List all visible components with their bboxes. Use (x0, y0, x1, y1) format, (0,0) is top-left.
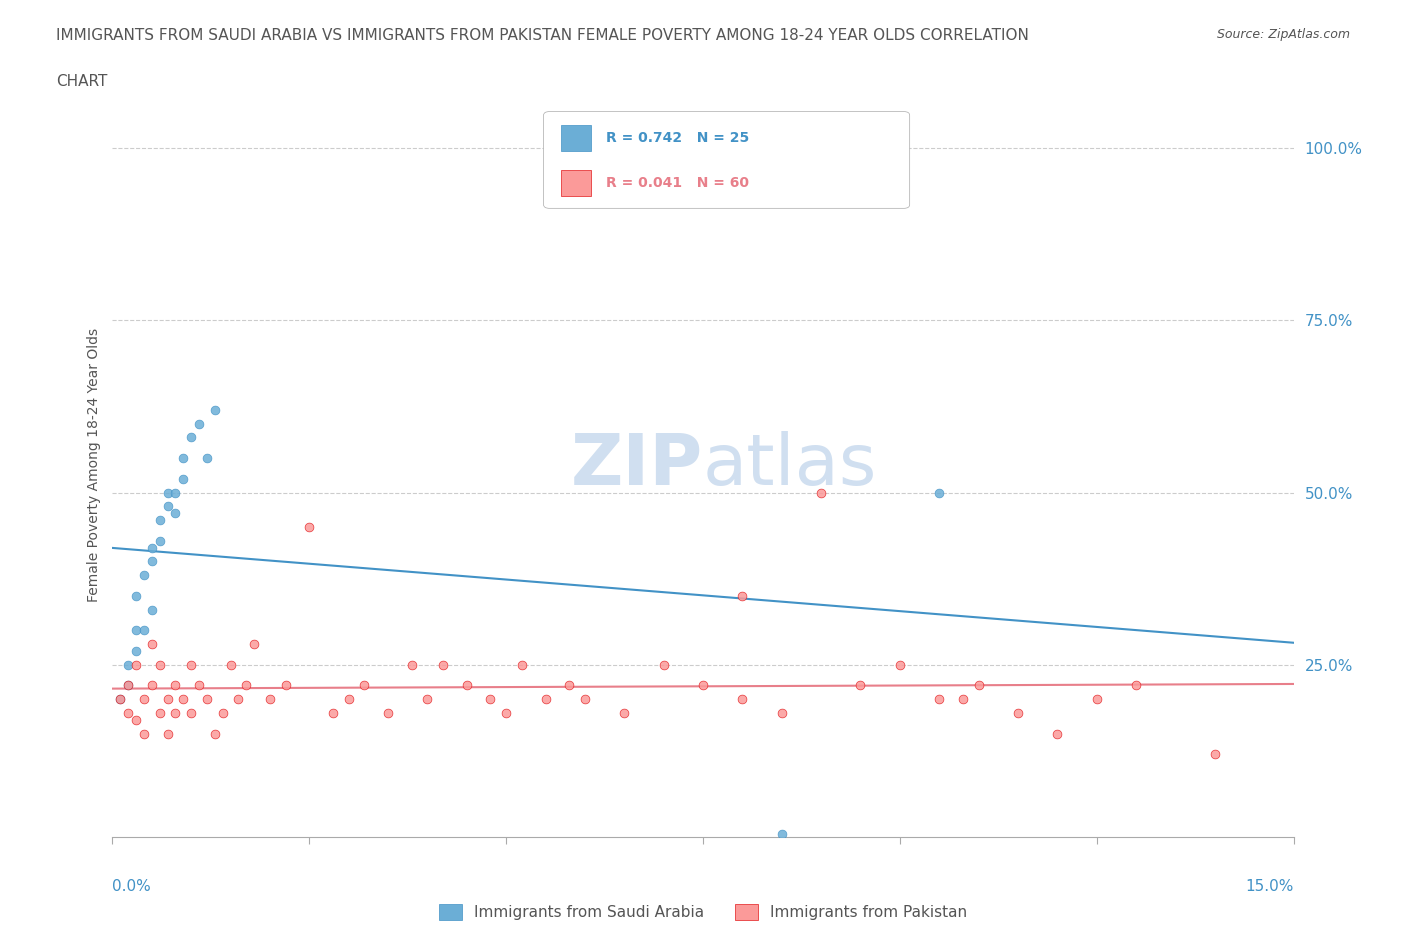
Point (149, 658, 172, 672)
Point (1007, 706, 1029, 721)
Point (141, 637, 163, 652)
Point (165, 485, 187, 500)
Point (204, 403, 226, 418)
Point (125, 623, 148, 638)
Point (180, 430, 202, 445)
Point (235, 678, 257, 693)
Point (432, 658, 454, 672)
Point (132, 726, 155, 741)
Point (117, 678, 139, 693)
Y-axis label: Female Poverty Among 18-24 Year Olds: Female Poverty Among 18-24 Year Olds (87, 328, 101, 602)
Point (141, 540, 163, 555)
Point (770, 826, 793, 841)
Point (165, 706, 187, 721)
Point (243, 637, 266, 652)
Point (132, 623, 155, 638)
Point (274, 678, 297, 693)
Text: IMMIGRANTS FROM SAUDI ARABIA VS IMMIGRANTS FROM PAKISTAN FEMALE POVERTY AMONG 18: IMMIGRANTS FROM SAUDI ARABIA VS IMMIGRAN… (56, 28, 1029, 43)
Text: CHART: CHART (56, 74, 108, 89)
Point (149, 512, 172, 527)
Point (810, 485, 832, 500)
Text: R = 0.041   N = 60: R = 0.041 N = 60 (606, 176, 749, 190)
Point (731, 692, 754, 707)
Point (132, 568, 155, 583)
Point (125, 589, 148, 604)
Point (259, 692, 281, 707)
Point (770, 706, 793, 721)
Text: R = 0.742   N = 25: R = 0.742 N = 25 (606, 131, 749, 145)
Point (228, 692, 250, 707)
Point (172, 451, 194, 466)
Point (401, 658, 423, 672)
FancyBboxPatch shape (544, 112, 910, 208)
Point (967, 678, 990, 693)
Point (156, 485, 179, 500)
Point (219, 658, 242, 672)
Point (156, 498, 179, 513)
Point (558, 678, 581, 693)
Point (1125, 678, 1147, 693)
Point (110, 692, 132, 707)
Point (117, 658, 139, 672)
Point (652, 658, 675, 672)
Point (195, 451, 218, 466)
Bar (561, 125, 591, 151)
Point (195, 692, 218, 707)
Text: atlas: atlas (703, 431, 877, 499)
Point (928, 485, 950, 500)
Point (353, 678, 375, 693)
Point (495, 706, 517, 721)
Point (172, 472, 194, 486)
Point (141, 678, 163, 693)
Text: ZIP: ZIP (571, 431, 703, 499)
Point (117, 678, 139, 693)
Point (125, 712, 148, 727)
Point (132, 692, 155, 707)
Point (204, 726, 226, 741)
Point (534, 692, 557, 707)
Point (188, 417, 211, 432)
Point (298, 520, 321, 535)
Point (156, 692, 179, 707)
Point (692, 678, 714, 693)
Point (731, 589, 754, 604)
Point (156, 726, 179, 741)
Point (188, 678, 211, 693)
Point (337, 692, 360, 707)
Point (1204, 747, 1226, 762)
Point (322, 706, 344, 721)
Point (952, 692, 974, 707)
Legend: Immigrants from Saudi Arabia, Immigrants from Pakistan: Immigrants from Saudi Arabia, Immigrants… (433, 897, 973, 926)
Point (1085, 692, 1108, 707)
Point (377, 706, 399, 721)
Point (165, 506, 187, 521)
Point (165, 678, 187, 693)
Point (849, 678, 872, 693)
Point (110, 692, 132, 707)
Point (889, 658, 911, 672)
Point (141, 554, 163, 569)
Point (211, 706, 233, 721)
Point (928, 692, 950, 707)
Point (479, 692, 502, 707)
Text: Source: ZipAtlas.com: Source: ZipAtlas.com (1216, 28, 1350, 41)
Point (125, 644, 148, 658)
Point (180, 706, 202, 721)
Point (149, 706, 172, 721)
Point (574, 692, 596, 707)
Text: 0.0%: 0.0% (112, 879, 152, 894)
Point (1046, 726, 1069, 741)
Point (149, 533, 172, 548)
Point (125, 658, 148, 672)
Point (613, 706, 636, 721)
Point (141, 603, 163, 618)
Point (510, 658, 533, 672)
Bar (561, 169, 591, 195)
Point (416, 692, 439, 707)
Text: 15.0%: 15.0% (1246, 879, 1294, 894)
Point (117, 706, 139, 721)
Point (456, 678, 478, 693)
Point (172, 692, 194, 707)
Point (180, 658, 202, 672)
